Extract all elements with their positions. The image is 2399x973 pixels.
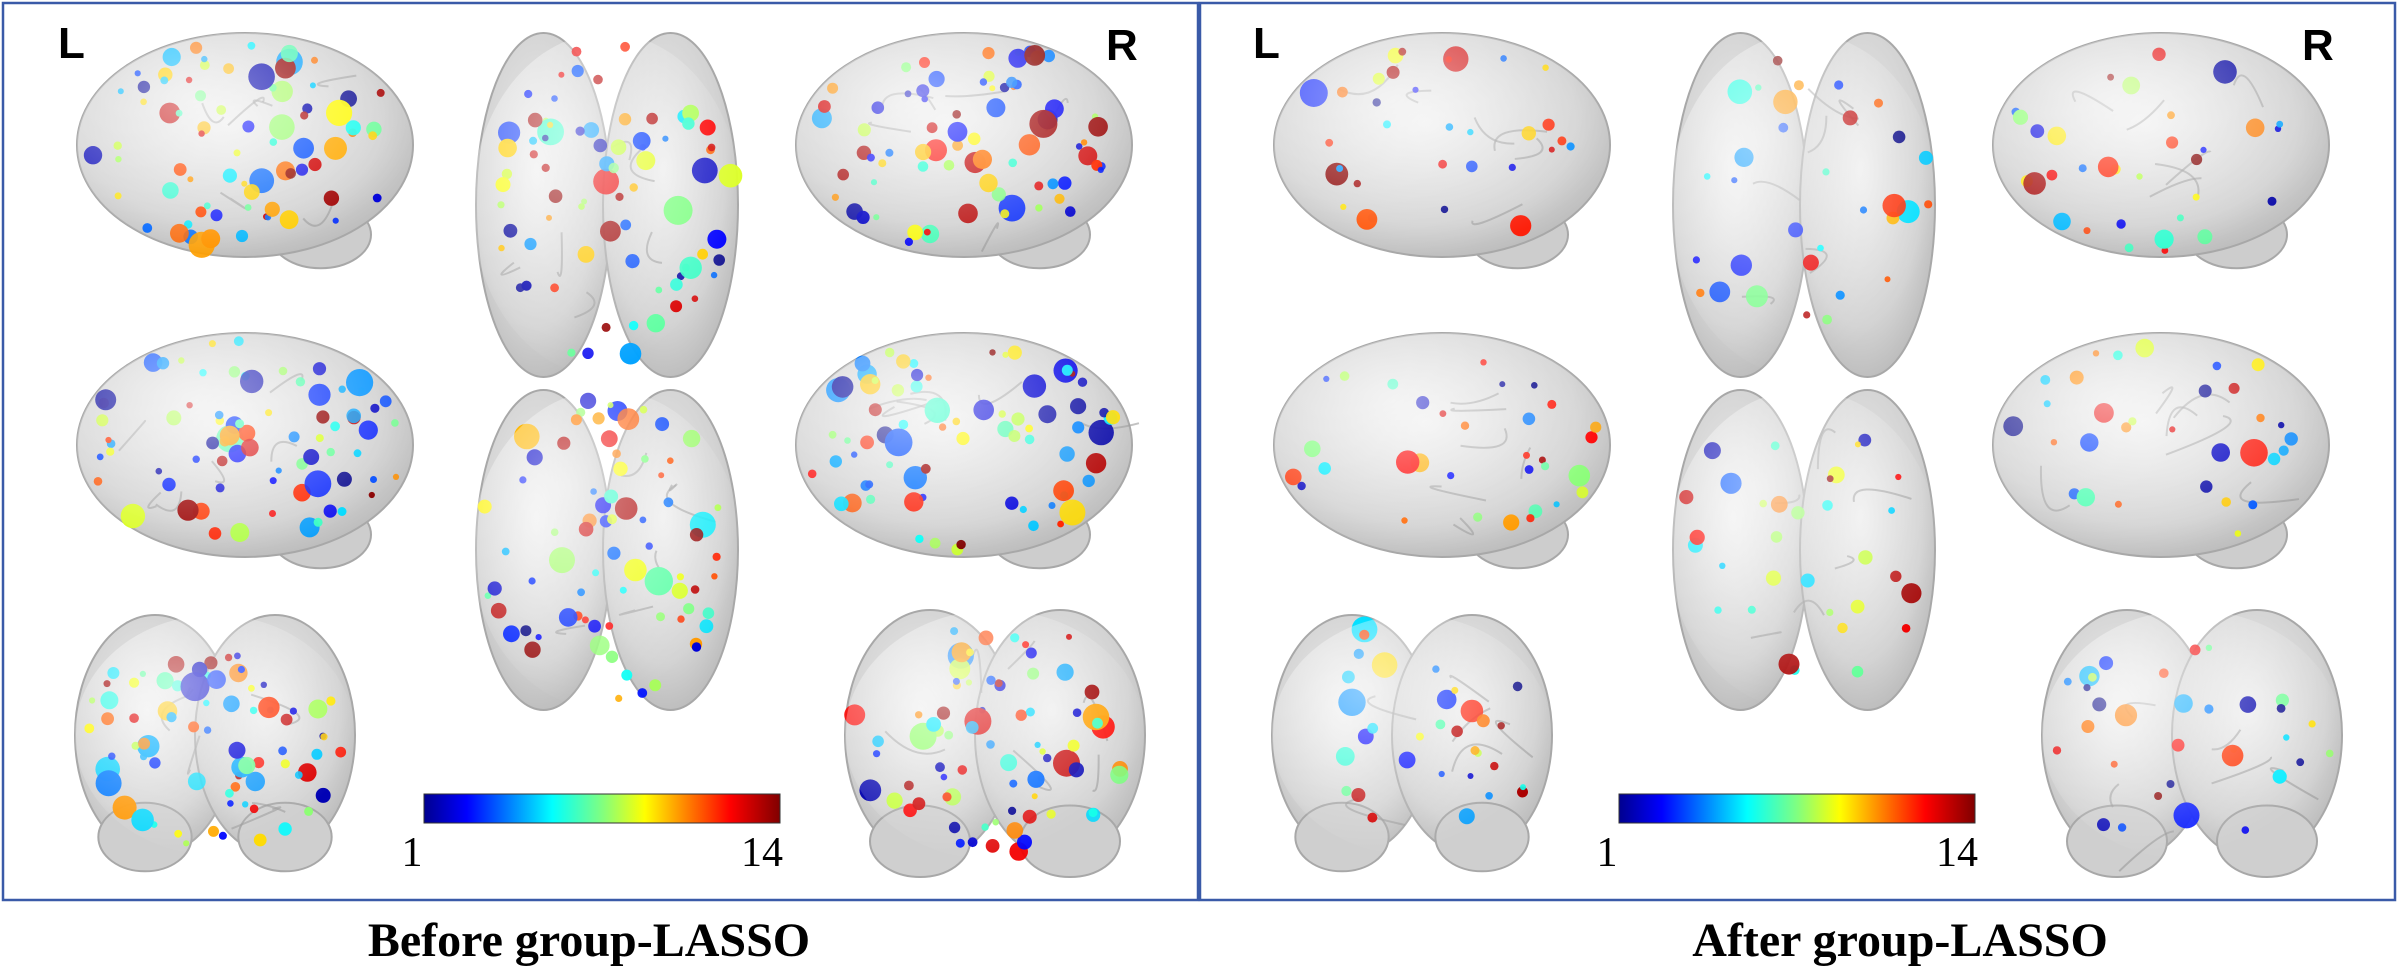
caption: Before group-LASSO <box>368 914 810 967</box>
brain-view <box>1271 614 1553 873</box>
colorbar-min: 1 <box>1597 830 1618 876</box>
gloss <box>1274 333 1610 557</box>
gloss <box>796 333 1132 557</box>
right-label: R <box>1106 21 1138 70</box>
brain-view <box>1669 389 1939 711</box>
gloss <box>472 390 742 710</box>
gloss <box>472 33 742 377</box>
gloss <box>1669 390 1939 710</box>
brain-view <box>795 332 1140 570</box>
caption: After group-LASSO <box>1692 914 2108 967</box>
panel-frame <box>1198 1 2397 902</box>
gloss <box>1993 333 2329 557</box>
gloss <box>77 333 413 557</box>
brain-view <box>2041 609 2343 878</box>
gloss <box>2042 610 2342 860</box>
brain-view <box>795 32 1133 270</box>
brain-view <box>1273 32 1611 270</box>
panel-frame <box>1 1 1200 902</box>
brain-view <box>844 609 1146 878</box>
gloss <box>75 615 355 855</box>
colorbar-max: 14 <box>741 830 783 876</box>
right-label: R <box>2302 21 2334 70</box>
gloss <box>1274 33 1610 257</box>
gloss <box>1669 33 1939 377</box>
labels: L R L R 1 14 1 14 Before group-LASSO Aft… <box>58 19 2334 967</box>
brain-view <box>74 614 356 873</box>
colorbar-max: 14 <box>1936 830 1978 876</box>
gloss <box>845 610 1145 860</box>
brain-view <box>1669 32 1939 378</box>
colorbar-min: 1 <box>402 830 423 876</box>
gloss <box>1272 615 1552 855</box>
gloss <box>796 33 1132 257</box>
brain-view <box>472 389 742 711</box>
brain-view <box>472 32 743 378</box>
colorbar <box>1618 793 1976 824</box>
brain-view <box>76 332 414 570</box>
gloss <box>77 33 413 257</box>
brain-view <box>1992 32 2330 270</box>
gloss <box>1993 33 2329 257</box>
left-label: L <box>1253 19 1280 68</box>
brain-view <box>76 32 414 270</box>
brain-renderings <box>74 32 2343 878</box>
colorbar <box>423 793 781 824</box>
brain-view <box>1992 332 2330 570</box>
brain-view <box>1273 332 1611 570</box>
left-label: L <box>58 19 85 68</box>
